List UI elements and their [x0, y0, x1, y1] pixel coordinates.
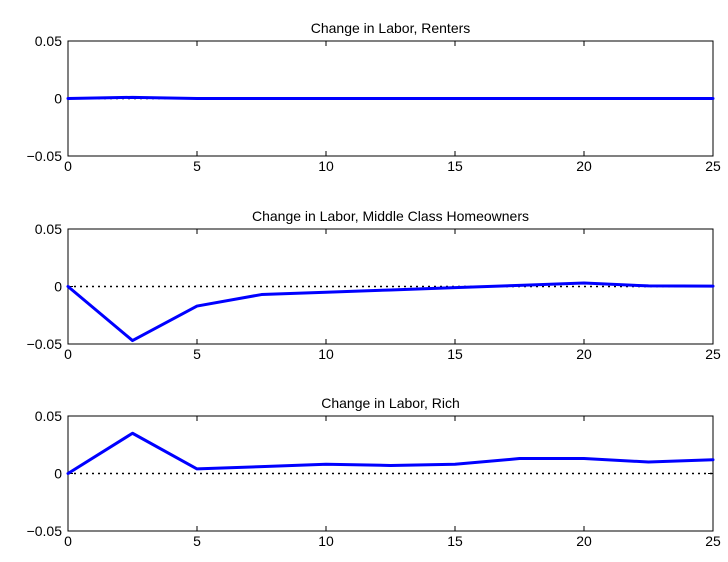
y-tick-label: 0 [54, 279, 62, 295]
x-tick-label: 15 [447, 346, 463, 362]
y-tick-label: −0.05 [27, 336, 63, 352]
series-line [66, 95, 715, 100]
x-tick-label: 25 [705, 533, 721, 549]
x-tick-label: 10 [318, 533, 334, 549]
y-tick-label: 0.05 [35, 33, 62, 49]
y-tick-label: −0.05 [27, 523, 63, 539]
series-line [66, 281, 715, 343]
x-tick-label: 25 [705, 346, 721, 362]
y-tick-label: 0.05 [35, 221, 62, 237]
x-tick-label: 20 [576, 158, 592, 174]
x-tick-label: 10 [318, 346, 334, 362]
series-line [66, 431, 715, 475]
x-tick-label: 15 [447, 158, 463, 174]
y-tick-label: 0 [54, 91, 62, 107]
x-tick-label: 20 [576, 346, 592, 362]
x-tick-label: 10 [318, 158, 334, 174]
x-tick-label: 15 [447, 533, 463, 549]
x-tick-label: 0 [64, 158, 72, 174]
y-tick-label: 0.05 [35, 408, 62, 424]
y-tick-label: −0.05 [27, 148, 63, 164]
y-tick-label: 0 [54, 466, 62, 482]
x-tick-label: 5 [193, 346, 201, 362]
x-tick-label: 0 [64, 533, 72, 549]
x-tick-label: 25 [705, 158, 721, 174]
axes-box [67, 228, 714, 345]
panel-title: Change in Labor, Middle Class Homeowners [252, 208, 529, 224]
x-tick-label: 0 [64, 346, 72, 362]
panel-title: Change in Labor, Rich [321, 395, 460, 411]
panel-2: Change in Labor, Middle Class Homeowners… [27, 208, 721, 362]
x-tick-label: 20 [576, 533, 592, 549]
x-tick-label: 5 [193, 533, 201, 549]
axes-box [67, 415, 714, 532]
panel-title: Change in Labor, Renters [311, 20, 471, 36]
x-tick-label: 5 [193, 158, 201, 174]
